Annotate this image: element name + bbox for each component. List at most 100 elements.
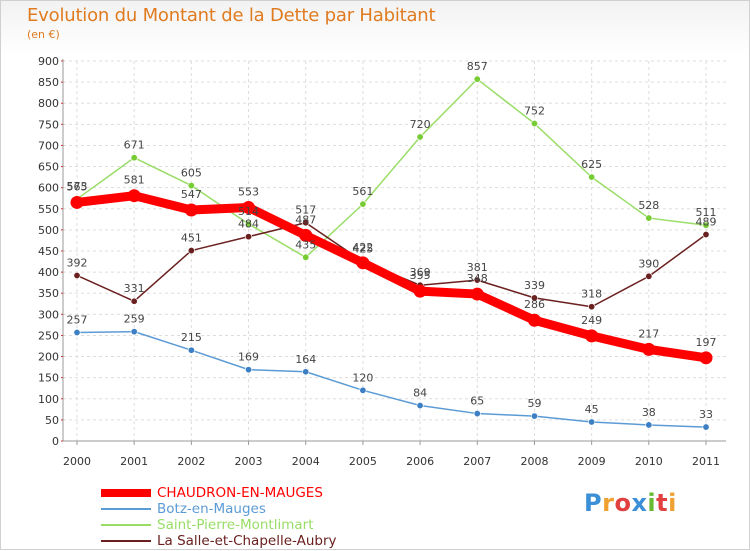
y-tick-label: 50 (45, 414, 59, 427)
data-label-saint-pierre-montlimart: 514 (238, 205, 259, 218)
data-label-saint-pierre-montlimart: 625 (581, 158, 602, 171)
y-tick-label: 750 (38, 118, 59, 131)
data-label-chaudron-en-mauges: 553 (238, 186, 259, 199)
data-label-saint-pierre-montlimart: 511 (696, 206, 717, 219)
data-point-botz-en-mauges (645, 421, 653, 429)
data-label-saint-pierre-montlimart: 671 (124, 139, 145, 152)
logo-letter: x (631, 489, 648, 517)
series-line-chaudron-en-mauges (72, 191, 711, 363)
y-tick-label: 500 (38, 224, 59, 237)
data-point-la-salle-et-chapelle-aubry (130, 297, 138, 305)
x-axis: 2000 2001 2002 2003 2004 2005 2006 2007 2008 2009… (63, 440, 726, 468)
data-label-la-salle-et-chapelle-aubry: 339 (524, 279, 545, 292)
data-label-saint-pierre-montlimart: 752 (524, 104, 545, 117)
x-tick-label: 2009 (578, 455, 606, 468)
data-point-la-salle-et-chapelle-aubry (530, 294, 538, 302)
data-point-chaudron-en-mauges (585, 329, 599, 343)
data-label-botz-en-mauges: 59 (527, 397, 541, 410)
x-tick-label: 2000 (63, 455, 91, 468)
data-label-chaudron-en-mauges: 547 (181, 188, 202, 201)
data-point-botz-en-mauges (73, 328, 81, 336)
data-label-chaudron-en-mauges: 348 (467, 272, 488, 285)
data-label-saint-pierre-montlimart: 528 (638, 199, 659, 212)
data-label-saint-pierre-montlimart: 435 (295, 238, 316, 251)
data-point-la-salle-et-chapelle-aubry (702, 231, 710, 239)
y-tick-label: 900 (38, 55, 59, 68)
data-point-chaudron-en-mauges (642, 342, 656, 356)
data-label-chaudron-en-mauges: 249 (581, 314, 602, 327)
data-label-chaudron-en-mauges: 581 (124, 174, 145, 187)
data-point-chaudron-en-mauges (70, 195, 84, 209)
data-point-la-salle-et-chapelle-aubry (302, 219, 310, 227)
legend-swatch (101, 489, 151, 497)
data-label-chaudron-en-mauges: 197 (696, 336, 717, 349)
data-label-la-salle-et-chapelle-aubry: 381 (467, 261, 488, 274)
chart-unit: (en €) (27, 28, 60, 41)
y-tick-label: 800 (38, 97, 59, 110)
x-tick-label: 2001 (120, 455, 148, 468)
logo-letter: i (647, 489, 657, 517)
legend-swatch (101, 524, 151, 526)
data-label-la-salle-et-chapelle-aubry: 451 (181, 232, 202, 245)
data-label-saint-pierre-montlimart: 857 (467, 60, 488, 73)
legend-swatch (101, 540, 151, 542)
data-label-la-salle-et-chapelle-aubry: 517 (295, 204, 316, 217)
data-point-saint-pierre-montlimart (530, 119, 538, 127)
chart-title: Evolution du Montant de la Dette par Hab… (27, 5, 436, 26)
data-point-botz-en-mauges (416, 402, 424, 410)
data-label-la-salle-et-chapelle-aubry: 390 (638, 257, 659, 270)
legend-label: Saint-Pierre-Montlimart (157, 517, 314, 533)
data-label-la-salle-et-chapelle-aubry: 392 (67, 256, 88, 269)
y-tick-label: 150 (38, 372, 59, 385)
data-point-botz-en-mauges (130, 328, 138, 336)
data-point-chaudron-en-mauges (299, 228, 313, 242)
data-point-la-salle-et-chapelle-aubry (73, 271, 81, 279)
data-label-botz-en-mauges: 164 (295, 353, 316, 366)
y-tick-label: 200 (38, 351, 59, 364)
data-label-la-salle-et-chapelle-aubry: 369 (410, 266, 431, 279)
data-point-saint-pierre-montlimart (588, 173, 596, 181)
logo-letter: i (668, 489, 677, 517)
data-labels: 257 259 215 169 164 120 84 65 59 45 38 33 573 671 605 5… (67, 60, 717, 421)
x-tick-label: 2006 (406, 455, 434, 468)
data-point-la-salle-et-chapelle-aubry (645, 272, 653, 280)
data-point-botz-en-mauges (359, 386, 367, 394)
data-label-chaudron-en-mauges: 422 (352, 241, 373, 254)
data-label-chaudron-en-mauges: 217 (638, 327, 659, 340)
data-label-chaudron-en-mauges: 355 (410, 269, 431, 282)
x-tick-label: 2008 (520, 455, 548, 468)
data-label-la-salle-et-chapelle-aubry: 489 (696, 216, 717, 229)
data-point-la-salle-et-chapelle-aubry (187, 247, 195, 255)
legend-label: Botz-en-Mauges (157, 501, 266, 517)
data-label-la-salle-et-chapelle-aubry: 425 (352, 243, 373, 256)
x-tick-label: 2002 (177, 455, 205, 468)
series-line-saint-pierre-montlimart (76, 78, 707, 259)
logo-letter: r (602, 489, 615, 517)
x-tick-label: 2011 (692, 455, 720, 468)
data-point-la-salle-et-chapelle-aubry (473, 276, 481, 284)
data-label-botz-en-mauges: 120 (352, 371, 373, 384)
data-label-la-salle-et-chapelle-aubry: 318 (581, 288, 602, 301)
data-point-saint-pierre-montlimart (302, 253, 310, 261)
legend-label: CHAUDRON-EN-MAUGES (157, 485, 323, 501)
data-point-saint-pierre-montlimart (645, 214, 653, 222)
series-line-la-salle-et-chapelle-aubry (76, 221, 707, 308)
legend-label: La Salle-et-Chapelle-Aubry (157, 533, 337, 549)
logo-letter: o (614, 489, 632, 517)
x-tick-label: 2004 (292, 455, 320, 468)
logo-letter: t (656, 489, 669, 517)
proxiti-logo: Proxiti (584, 489, 677, 517)
data-point-botz-en-mauges (530, 412, 538, 420)
x-tick-label: 2005 (349, 455, 377, 468)
data-point-chaudron-en-mauges (242, 201, 256, 215)
data-point-chaudron-en-mauges (413, 284, 427, 298)
grid (63, 60, 726, 442)
y-tick-label: 700 (38, 139, 59, 152)
data-point-saint-pierre-montlimart (416, 133, 424, 141)
y-tick-label: 0 (52, 435, 59, 448)
data-point-botz-en-mauges (245, 366, 253, 374)
data-point-chaudron-en-mauges (356, 256, 370, 270)
data-label-chaudron-en-mauges: 286 (524, 298, 545, 311)
x-tick-label: 2003 (235, 455, 263, 468)
y-axis: 0 50 100 150 200 250 300 350 400 450 500 550 600 650 7… (38, 55, 64, 448)
